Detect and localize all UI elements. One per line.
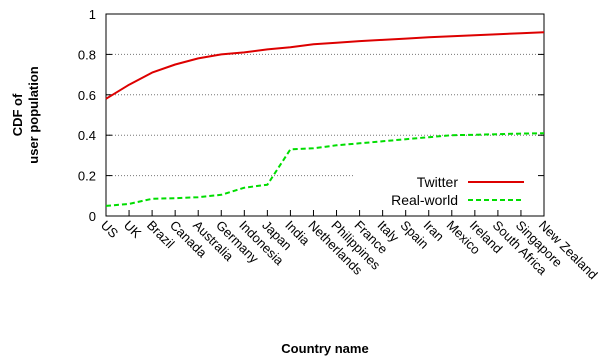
x-tick-label-uk: UK: [121, 218, 145, 242]
y-tick-label-3: 0.6: [78, 88, 96, 103]
x-axis-title: Country name: [281, 341, 368, 356]
y-tick-label-0: 0: [89, 209, 96, 224]
series-lines: [105, 31, 545, 207]
legend-label-twitter: Twitter: [417, 174, 459, 190]
y-tick-label-4: 0.8: [78, 47, 96, 62]
grid-lines: [106, 53, 544, 177]
y-axis: 0 0.2 0.4 0.6 0.8 1: [78, 7, 544, 224]
legend-label-real-world: Real-world: [391, 192, 458, 208]
y-tick-label-1: 0.2: [78, 169, 96, 184]
y-tick-label-2: 0.4: [78, 128, 96, 143]
y-axis-title-line-2: user population: [26, 66, 41, 164]
y-axis-title-line-1: CDF of: [10, 93, 25, 136]
series-line-real-world: [105, 132, 545, 207]
x-tick-label-us: US: [98, 218, 122, 242]
series-line-twitter: [105, 31, 545, 100]
legend: Twitter Real-world: [391, 174, 524, 208]
x-axis: US UK BrazilCanadaAustraliaGermanyIndonesi…: [98, 210, 601, 282]
plot-frame: [105, 13, 545, 217]
y-tick-label-5: 1: [89, 7, 96, 22]
